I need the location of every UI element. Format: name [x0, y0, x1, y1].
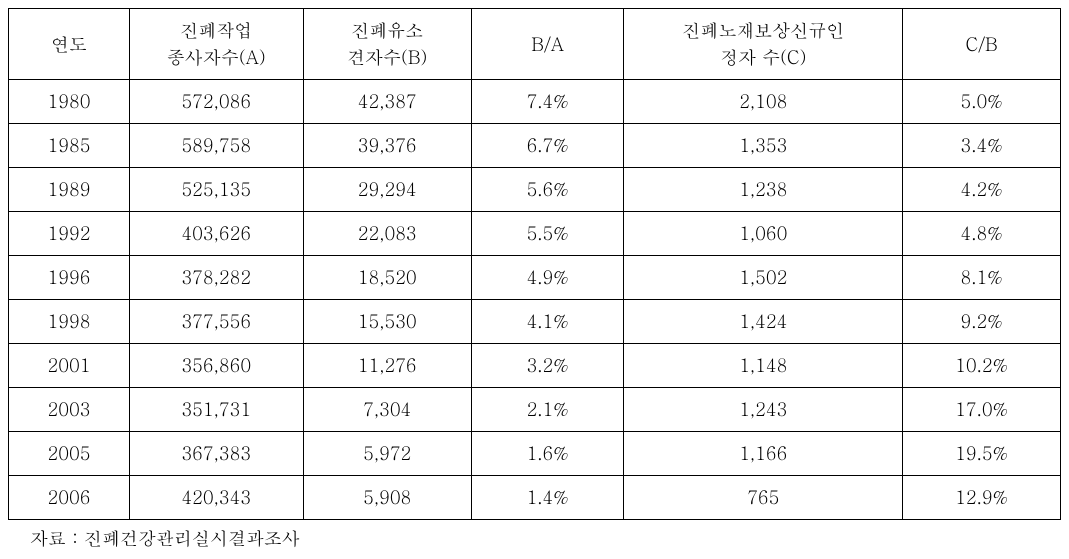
table-cell: 18,520 — [303, 256, 471, 300]
table-cell: 39,376 — [303, 124, 471, 168]
table-cell: 1,243 — [624, 388, 903, 432]
table-row: 1998377,55615,5304.1%1,4249.2% — [9, 300, 1061, 344]
table-cell: 1996 — [9, 256, 130, 300]
table-cell: 1,424 — [624, 300, 903, 344]
table-cell: 1,166 — [624, 432, 903, 476]
table-cell: 19.5% — [903, 432, 1061, 476]
table-cell: 378,282 — [129, 256, 303, 300]
table-cell: 1,238 — [624, 168, 903, 212]
table-cell: 2001 — [9, 344, 130, 388]
table-cell: 8.1% — [903, 256, 1061, 300]
table-cell: 1,502 — [624, 256, 903, 300]
table-cell: 4.9% — [471, 256, 624, 300]
table-cell: 1980 — [9, 80, 130, 124]
table-cell: 1.4% — [471, 476, 624, 520]
table-cell: 1.6% — [471, 432, 624, 476]
table-cell: 22,083 — [303, 212, 471, 256]
table-cell: 11,276 — [303, 344, 471, 388]
table-cell: 29,294 — [303, 168, 471, 212]
col-header-ratio-ba: B/A — [471, 9, 624, 80]
table-cell: 420,343 — [129, 476, 303, 520]
table-cell: 2003 — [9, 388, 130, 432]
table-row: 2001356,86011,2763.2%1,14810.2% — [9, 344, 1061, 388]
table-cell: 2.1% — [471, 388, 624, 432]
table-cell: 3.2% — [471, 344, 624, 388]
table-cell: 1992 — [9, 212, 130, 256]
table-cell: 4.1% — [471, 300, 624, 344]
table-cell: 12.9% — [903, 476, 1061, 520]
table-cell: 1,148 — [624, 344, 903, 388]
table-cell: 9.2% — [903, 300, 1061, 344]
table-cell: 42,387 — [303, 80, 471, 124]
table-cell: 5.0% — [903, 80, 1061, 124]
col-header-compensation-c: 진폐노재보상신규인정자 수(C) — [624, 9, 903, 80]
table-cell: 5,908 — [303, 476, 471, 520]
table-cell: 4.8% — [903, 212, 1061, 256]
table-cell: 403,626 — [129, 212, 303, 256]
table-cell: 2005 — [9, 432, 130, 476]
table-cell: 4.2% — [903, 168, 1061, 212]
table-row: 1985589,75839,3766.7%1,3533.4% — [9, 124, 1061, 168]
table-header: 연도 진폐작업종사자수(A) 진폐유소견자수(B) B/A 진폐노재보상신규인정… — [9, 9, 1061, 80]
table-cell: 1985 — [9, 124, 130, 168]
table-cell: 15,530 — [303, 300, 471, 344]
table-cell: 3.4% — [903, 124, 1061, 168]
table-cell: 1,353 — [624, 124, 903, 168]
table-row: 1996378,28218,5204.9%1,5028.1% — [9, 256, 1061, 300]
table-row: 1980572,08642,3877.4%2,1085.0% — [9, 80, 1061, 124]
col-header-year: 연도 — [9, 9, 130, 80]
table-cell: 765 — [624, 476, 903, 520]
data-table: 연도 진폐작업종사자수(A) 진폐유소견자수(B) B/A 진폐노재보상신규인정… — [8, 8, 1061, 520]
col-header-workers-a: 진폐작업종사자수(A) — [129, 9, 303, 80]
table-cell: 1998 — [9, 300, 130, 344]
table-cell: 17.0% — [903, 388, 1061, 432]
table-cell: 356,860 — [129, 344, 303, 388]
table-cell: 7.4% — [471, 80, 624, 124]
table-cell: 377,556 — [129, 300, 303, 344]
table-cell: 1,060 — [624, 212, 903, 256]
source-note: 자료 : 진폐건강관리실시결과조사 — [8, 520, 1061, 551]
table-cell: 572,086 — [129, 80, 303, 124]
table-cell: 6.7% — [471, 124, 624, 168]
table-cell: 7,304 — [303, 388, 471, 432]
table-cell: 5,972 — [303, 432, 471, 476]
table-cell: 10.2% — [903, 344, 1061, 388]
table-cell: 367,383 — [129, 432, 303, 476]
col-header-ratio-cb: C/B — [903, 9, 1061, 80]
table-cell: 1989 — [9, 168, 130, 212]
table-cell: 351,731 — [129, 388, 303, 432]
col-header-findings-b: 진폐유소견자수(B) — [303, 9, 471, 80]
table-body: 1980572,08642,3877.4%2,1085.0%1985589,75… — [9, 80, 1061, 520]
table-cell: 5.6% — [471, 168, 624, 212]
table-row: 1992403,62622,0835.5%1,0604.8% — [9, 212, 1061, 256]
table-cell: 2,108 — [624, 80, 903, 124]
table-cell: 525,135 — [129, 168, 303, 212]
table-row: 1989525,13529,2945.6%1,2384.2% — [9, 168, 1061, 212]
table-row: 2003351,7317,3042.1%1,24317.0% — [9, 388, 1061, 432]
table-row: 2005367,3835,9721.6%1,16619.5% — [9, 432, 1061, 476]
table-cell: 589,758 — [129, 124, 303, 168]
table-cell: 2006 — [9, 476, 130, 520]
table-row: 2006420,3435,9081.4%76512.9% — [9, 476, 1061, 520]
table-cell: 5.5% — [471, 212, 624, 256]
